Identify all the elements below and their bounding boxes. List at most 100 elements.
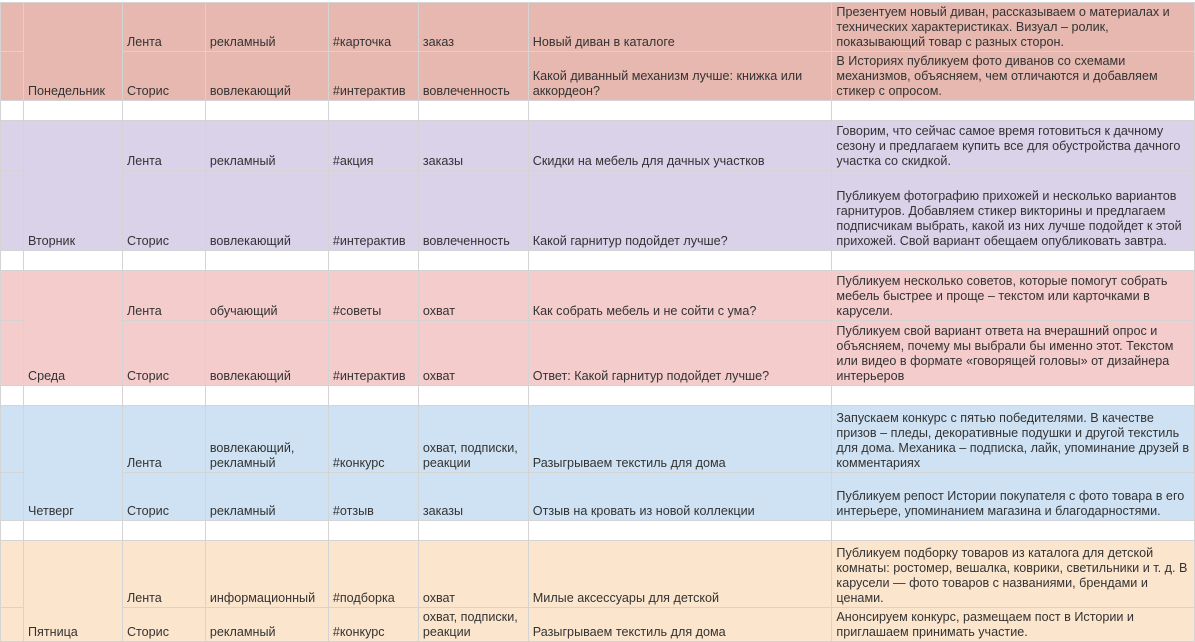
format-cell[interactable]: Сторис xyxy=(121,170,206,251)
type-cell[interactable]: вовлекающий xyxy=(204,320,329,386)
empty-cell[interactable] xyxy=(22,100,123,121)
row-header-cell[interactable] xyxy=(0,472,24,521)
type-cell[interactable]: рекламный xyxy=(204,607,329,642)
empty-cell[interactable] xyxy=(22,520,123,541)
hashtag-cell[interactable]: #подборка xyxy=(327,540,419,608)
format-cell[interactable]: Лента xyxy=(121,120,206,171)
format-cell[interactable]: Лента xyxy=(121,270,206,321)
day-cell[interactable]: Вторник xyxy=(22,120,123,251)
hashtag-cell[interactable]: #отзыв xyxy=(327,472,419,521)
hashtag-cell[interactable]: #интерактив xyxy=(327,170,419,251)
hashtag-cell[interactable]: #конкурс xyxy=(327,607,419,642)
format-cell[interactable]: Сторис xyxy=(121,320,206,386)
format-cell[interactable]: Лента xyxy=(121,540,206,608)
topic-cell[interactable]: Как собрать мебель и не сойти с ума? xyxy=(527,270,833,321)
type-cell[interactable]: вовлекающий, рекламный xyxy=(204,405,329,473)
empty-cell[interactable] xyxy=(0,250,24,271)
empty-cell[interactable] xyxy=(527,250,833,271)
empty-cell[interactable] xyxy=(831,250,1195,271)
description-cell[interactable]: Публикуем несколько советов, которые пом… xyxy=(831,270,1195,321)
description-cell[interactable]: В Историях публикуем фото диванов со схе… xyxy=(831,51,1195,101)
format-cell[interactable]: Сторис xyxy=(121,472,206,521)
empty-cell[interactable] xyxy=(527,385,833,406)
row-header-cell[interactable] xyxy=(0,270,24,321)
hashtag-cell[interactable]: #интерактив xyxy=(327,51,419,101)
format-cell[interactable]: Сторис xyxy=(121,607,206,642)
type-cell[interactable]: рекламный xyxy=(204,472,329,521)
empty-cell[interactable] xyxy=(417,100,529,121)
empty-cell[interactable] xyxy=(327,100,419,121)
goal-cell[interactable]: охват, подписки, реакции xyxy=(417,405,529,473)
empty-cell[interactable] xyxy=(121,250,206,271)
goal-cell[interactable]: вовлеченность xyxy=(417,51,529,101)
empty-cell[interactable] xyxy=(0,520,24,541)
empty-cell[interactable] xyxy=(417,520,529,541)
day-cell[interactable]: Среда xyxy=(22,270,123,386)
row-header-cell[interactable] xyxy=(0,607,24,642)
topic-cell[interactable]: Разыгрываем текстиль для дома xyxy=(527,405,833,473)
goal-cell[interactable]: охват xyxy=(417,320,529,386)
empty-cell[interactable] xyxy=(204,520,329,541)
hashtag-cell[interactable]: #советы xyxy=(327,270,419,321)
empty-cell[interactable] xyxy=(327,385,419,406)
topic-cell[interactable]: Разыгрываем текстиль для дома xyxy=(527,607,833,642)
topic-cell[interactable]: Скидки на мебель для дачных участков xyxy=(527,120,833,171)
row-header-cell[interactable] xyxy=(0,405,24,473)
topic-cell[interactable]: Милые аксессуары для детской xyxy=(527,540,833,608)
topic-cell[interactable]: Какой диванный механизм лучше: книжка ил… xyxy=(527,51,833,101)
topic-cell[interactable]: Отзыв на кровать из новой коллекции xyxy=(527,472,833,521)
hashtag-cell[interactable]: #интерактив xyxy=(327,320,419,386)
type-cell[interactable]: вовлекающий xyxy=(204,51,329,101)
row-header-cell[interactable] xyxy=(0,51,24,101)
topic-cell[interactable]: Новый диван в каталоге xyxy=(527,2,833,52)
empty-cell[interactable] xyxy=(417,385,529,406)
format-cell[interactable]: Сторис xyxy=(121,51,206,101)
goal-cell[interactable]: охват xyxy=(417,270,529,321)
description-cell[interactable]: Публикуем свой вариант ответа на вчерашн… xyxy=(831,320,1195,386)
day-cell[interactable]: Понедельник xyxy=(22,2,123,101)
empty-cell[interactable] xyxy=(204,100,329,121)
type-cell[interactable]: вовлекающий xyxy=(204,170,329,251)
goal-cell[interactable]: заказ xyxy=(417,2,529,52)
empty-cell[interactable] xyxy=(0,100,24,121)
empty-cell[interactable] xyxy=(22,250,123,271)
empty-cell[interactable] xyxy=(831,385,1195,406)
empty-cell[interactable] xyxy=(121,520,206,541)
description-cell[interactable]: Презентуем новый диван, рассказываем о м… xyxy=(831,2,1195,52)
goal-cell[interactable]: вовлеченность xyxy=(417,170,529,251)
row-header-cell[interactable] xyxy=(0,170,24,251)
empty-cell[interactable] xyxy=(204,385,329,406)
empty-cell[interactable] xyxy=(831,100,1195,121)
empty-cell[interactable] xyxy=(0,385,24,406)
description-cell[interactable]: Публикуем репост Истории покупателя с фо… xyxy=(831,472,1195,521)
goal-cell[interactable]: заказы xyxy=(417,120,529,171)
goal-cell[interactable]: заказы xyxy=(417,472,529,521)
empty-cell[interactable] xyxy=(527,100,833,121)
format-cell[interactable]: Лента xyxy=(121,405,206,473)
topic-cell[interactable]: Какой гарнитур подойдет лучше? xyxy=(527,170,833,251)
description-cell[interactable]: Запускаем конкурс с пятью победителями. … xyxy=(831,405,1195,473)
type-cell[interactable]: рекламный xyxy=(204,120,329,171)
empty-cell[interactable] xyxy=(527,520,833,541)
goal-cell[interactable]: охват xyxy=(417,540,529,608)
day-cell[interactable]: Четверг xyxy=(22,405,123,521)
description-cell[interactable]: Анонсируем конкурс, размещаем пост в Ист… xyxy=(831,607,1195,642)
empty-cell[interactable] xyxy=(204,250,329,271)
empty-cell[interactable] xyxy=(831,520,1195,541)
hashtag-cell[interactable]: #конкурс xyxy=(327,405,419,473)
hashtag-cell[interactable]: #карточка xyxy=(327,2,419,52)
empty-cell[interactable] xyxy=(22,385,123,406)
empty-cell[interactable] xyxy=(417,250,529,271)
hashtag-cell[interactable]: #акция xyxy=(327,120,419,171)
row-header-cell[interactable] xyxy=(0,540,24,608)
goal-cell[interactable]: охват, подписки, реакции xyxy=(417,607,529,642)
description-cell[interactable]: Говорим, что сейчас самое время готовить… xyxy=(831,120,1195,171)
type-cell[interactable]: рекламный xyxy=(204,2,329,52)
row-header-cell[interactable] xyxy=(0,2,24,52)
empty-cell[interactable] xyxy=(121,385,206,406)
row-header-cell[interactable] xyxy=(0,320,24,386)
empty-cell[interactable] xyxy=(327,250,419,271)
description-cell[interactable]: Публикуем подборку товаров из каталога д… xyxy=(831,540,1195,608)
type-cell[interactable]: обучающий xyxy=(204,270,329,321)
format-cell[interactable]: Лента xyxy=(121,2,206,52)
